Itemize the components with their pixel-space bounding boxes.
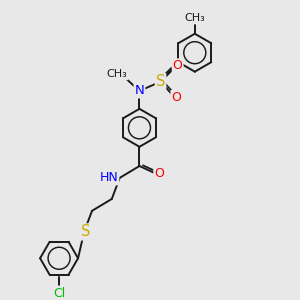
Text: O: O [154,167,164,180]
Text: N: N [135,84,144,98]
Text: HN: HN [100,171,118,184]
Text: O: O [173,59,183,72]
Text: CH₃: CH₃ [184,14,205,23]
Text: O: O [171,91,181,104]
Text: S: S [81,224,90,239]
Text: Cl: Cl [53,286,65,299]
Text: CH₃: CH₃ [107,69,128,79]
Text: S: S [156,74,165,89]
